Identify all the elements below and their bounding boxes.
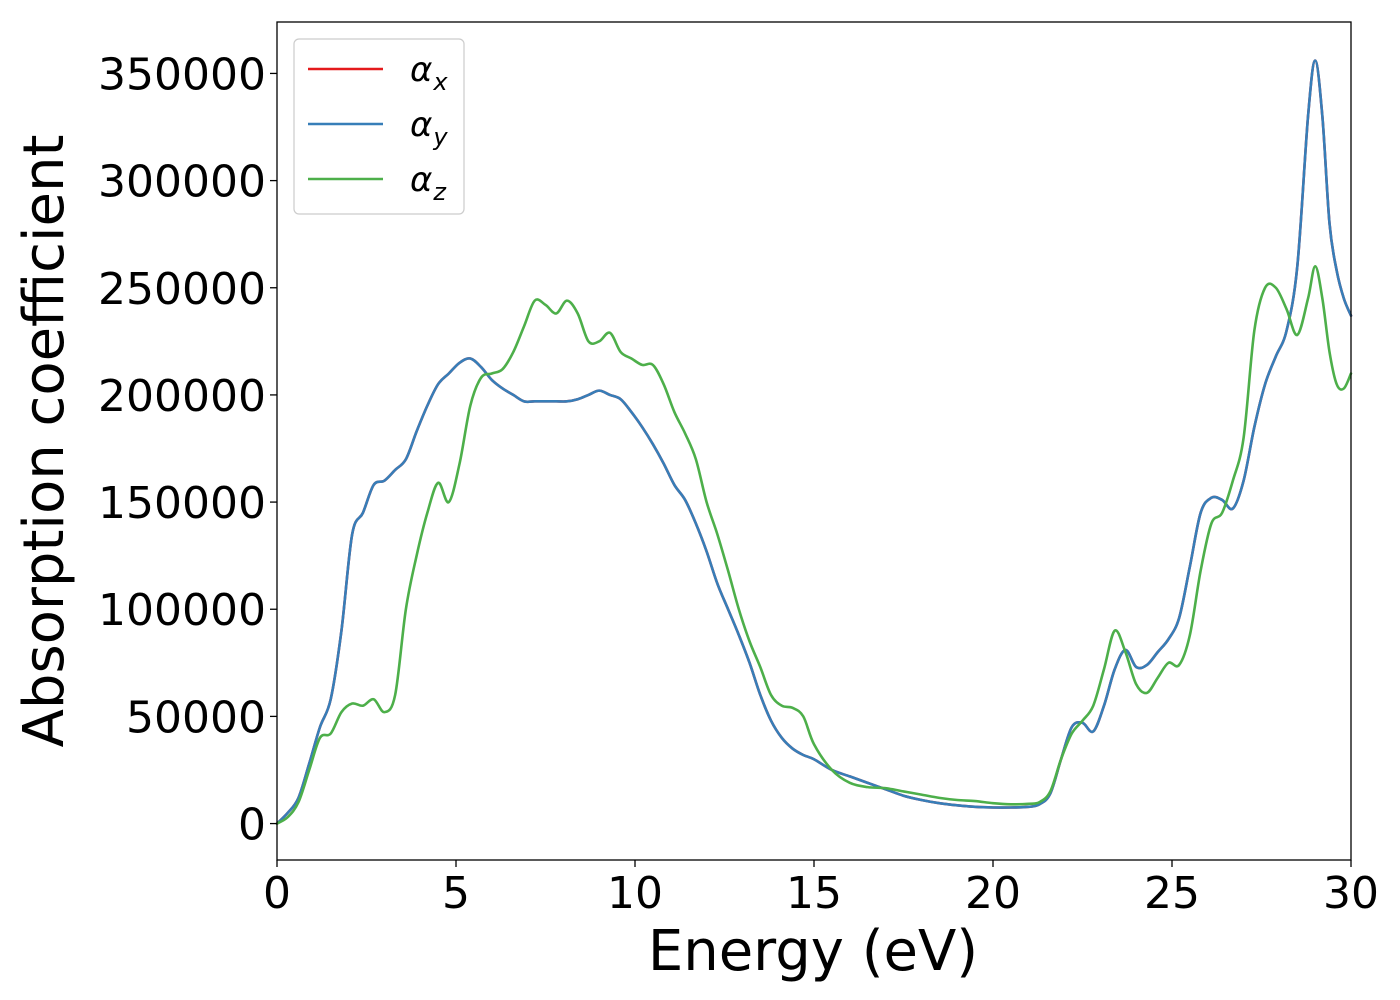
x-tick-label: 20 [965, 868, 1021, 919]
series-line-y [275, 59, 1353, 825]
y-tick-label: 300000 [98, 157, 266, 208]
x-tick-label: 30 [1323, 868, 1379, 919]
legend-symbol: α [410, 50, 432, 90]
y-tick-label: 250000 [98, 264, 266, 315]
x-tick-label: 0 [263, 868, 291, 919]
series-line-z [275, 265, 1353, 825]
y-tick-label: 350000 [98, 49, 266, 100]
legend-subscript: z [432, 178, 447, 206]
y-tick-label: 0 [238, 800, 266, 851]
legend-symbol: α [410, 105, 432, 145]
x-tick-label: 25 [1144, 868, 1200, 919]
y-tick-label: 150000 [98, 478, 266, 529]
legend-label-x: αx [410, 50, 448, 96]
x-tick-label: 5 [442, 868, 470, 919]
x-tick-label: 15 [786, 868, 842, 919]
legend-subscript: y [432, 123, 448, 151]
x-axis-title: Energy (eV) [648, 919, 978, 984]
legend-box [293, 38, 465, 215]
y-axis-title: Absorption coefficient [12, 135, 77, 748]
series-layer [275, 59, 1353, 825]
y-tick-label: 200000 [98, 371, 266, 422]
legend-label-z: αz [410, 160, 447, 206]
y-tick-label: 100000 [98, 585, 266, 636]
legend-subscript: x [432, 68, 448, 96]
axes-layer: 0 5 10 15 20 25 30 0 50000 100000 150000 200000 2500… [98, 21, 1379, 919]
legend-label-y: αy [410, 105, 448, 151]
x-tick-label: 10 [607, 868, 663, 919]
legend-symbol: α [410, 160, 432, 200]
y-tick-label: 50000 [126, 692, 266, 743]
